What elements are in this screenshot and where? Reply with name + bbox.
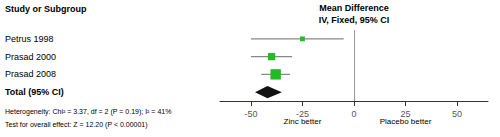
svg-text:Placebo better: Placebo better (379, 116, 432, 126)
svg-text:50: 50 (452, 109, 462, 119)
svg-text:IV, Fixed, 95% CI: IV, Fixed, 95% CI (319, 15, 390, 25)
svg-text:Prasad 2008: Prasad 2008 (5, 69, 56, 79)
svg-text:Zinc better: Zinc better (283, 116, 322, 126)
svg-text:Test for overall effect: Z = 1: Test for overall effect: Z = 12.20 (P < … (5, 121, 148, 129)
svg-text:Study or Subgroup: Study or Subgroup (5, 4, 87, 14)
svg-text:Mean Difference: Mean Difference (319, 3, 389, 13)
svg-text:-25: -25 (296, 109, 309, 119)
svg-text:-50: -50 (244, 109, 257, 119)
svg-text:Total (95% CI): Total (95% CI) (5, 87, 64, 97)
svg-text:Prasad 2000: Prasad 2000 (5, 52, 56, 62)
svg-text:Heterogeneity: Chi² = 3.37, df: Heterogeneity: Chi² = 3.37, df = 2 (P = … (5, 108, 171, 116)
svg-text:Petrus 1998: Petrus 1998 (5, 34, 54, 44)
svg-text:25: 25 (401, 109, 411, 119)
svg-text:0: 0 (351, 109, 356, 119)
